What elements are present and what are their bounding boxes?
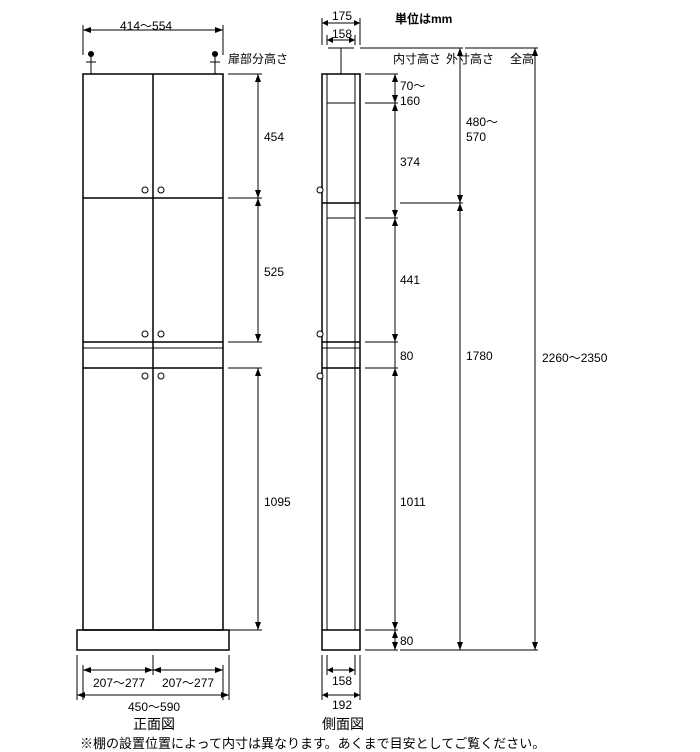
side-outer-h2: 1780 [466,349,493,363]
front-top-width: 414～554 [120,17,172,34]
side-inner-h1: 70～ 160 [400,77,425,108]
front-door-half-r: 207～277 [162,674,214,691]
side-outer-h1: 480～ 570 [466,113,498,144]
header-inner-height: 内寸高さ [393,50,441,67]
footnote: ※棚の設置位置によって内寸は異なります。あくまで目安としてご覧ください。 [80,733,545,752]
side-inner-h2: 374 [400,155,420,169]
header-outer-height: 外寸高さ [446,50,494,67]
header-total-height: 全高 [510,50,534,67]
side-inner-h6: 80 [400,634,413,648]
front-h3: 1095 [264,495,291,509]
front-bottom-width: 450～590 [128,698,180,715]
front-h1: 454 [264,130,284,144]
unit-label: 単位はmm [395,10,452,27]
front-door-half-l: 207～277 [93,674,145,691]
side-total-h: 2260～2350 [542,349,607,366]
side-top-inner: 158 [332,27,352,41]
front-h2: 525 [264,265,284,279]
side-top-outer: 175 [332,9,352,23]
title-side: 側面図 [322,714,364,734]
side-inner-h4: 80 [400,349,413,363]
side-inner-h5: 1011 [400,495,426,509]
header-door-height: 扉部分高さ [228,50,288,67]
side-inner-h3: 441 [400,273,420,287]
side-bottom-outer: 192 [332,698,352,712]
side-bottom-inner: 158 [332,674,352,688]
title-front: 正面図 [133,714,175,734]
